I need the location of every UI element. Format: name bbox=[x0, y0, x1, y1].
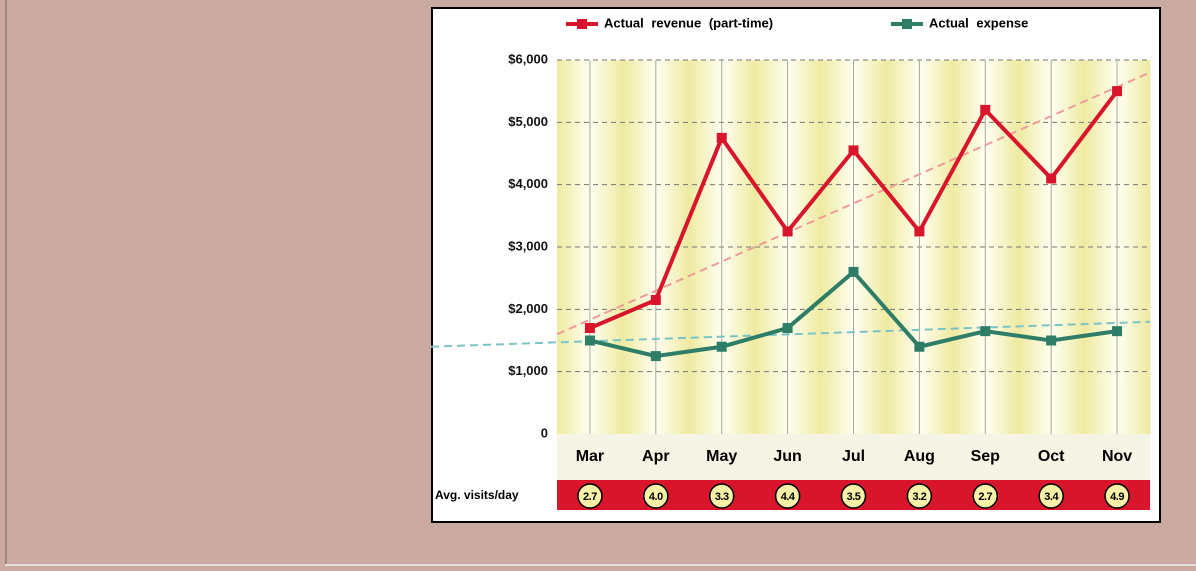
x-tick-label: Mar bbox=[576, 448, 604, 465]
x-tick-label: Apr bbox=[642, 448, 670, 465]
category-row bbox=[557, 434, 1150, 480]
visits-badge bbox=[1104, 483, 1130, 509]
data-point bbox=[980, 326, 991, 337]
x-tick-label: May bbox=[706, 448, 737, 465]
visits-badge bbox=[774, 483, 801, 509]
data-point bbox=[1046, 335, 1057, 346]
y-tick-label: $6,000 bbox=[508, 51, 548, 66]
x-tick-label: Sep bbox=[971, 448, 1001, 465]
data-point bbox=[914, 226, 925, 237]
visits-badge bbox=[643, 483, 669, 509]
data-point bbox=[914, 341, 925, 352]
legend-label: Actual expense bbox=[929, 15, 1028, 30]
legend-swatch-marker bbox=[577, 19, 587, 29]
visits-badge bbox=[1038, 483, 1064, 509]
bottom-rule bbox=[5, 564, 1196, 566]
visits-value: 4.0 bbox=[649, 491, 663, 503]
x-tick-label: Jul bbox=[842, 448, 865, 465]
visits-value: 3.2 bbox=[912, 491, 926, 503]
legend-label: Actual revenue (part-time) bbox=[604, 15, 773, 30]
data-point bbox=[584, 335, 595, 346]
left-rule bbox=[5, 0, 7, 566]
x-tick-label: Nov bbox=[1102, 448, 1132, 465]
visits-badge bbox=[972, 483, 999, 509]
y-tick-label: $4,000 bbox=[508, 176, 548, 191]
legend-swatch-marker bbox=[902, 19, 912, 29]
data-point bbox=[1112, 86, 1123, 97]
trend-line bbox=[556, 71, 1151, 336]
visits-label: Avg. visits/day bbox=[435, 488, 519, 502]
visits-badge bbox=[577, 483, 603, 509]
data-point bbox=[584, 323, 595, 334]
visits-value: 3.5 bbox=[847, 491, 861, 503]
data-point bbox=[1112, 326, 1123, 337]
visits-value: 3.3 bbox=[715, 491, 729, 503]
x-tick-label: Aug bbox=[904, 448, 935, 465]
data-point bbox=[716, 341, 727, 352]
trend-line bbox=[431, 320, 1151, 348]
visits-value: 4.4 bbox=[781, 491, 796, 503]
y-tick-label: $3,000 bbox=[508, 238, 548, 253]
y-tick-label: $2,000 bbox=[508, 301, 548, 316]
data-point bbox=[650, 294, 661, 305]
data-point bbox=[848, 266, 859, 277]
data-point bbox=[848, 145, 859, 156]
data-point bbox=[782, 323, 793, 334]
data-point bbox=[716, 132, 727, 143]
visits-value: 2.7 bbox=[583, 491, 597, 503]
data-point bbox=[782, 226, 793, 237]
chart: 0 $1,000 $2,000 $3,000 $4,000 $5,000 $6,000 Mar… bbox=[431, 7, 1161, 523]
x-tick-label: Oct bbox=[1038, 448, 1065, 465]
visits-value: 4.9 bbox=[1110, 491, 1124, 503]
data-point bbox=[1046, 173, 1057, 184]
data-point bbox=[980, 104, 991, 115]
visits-badge bbox=[840, 483, 867, 509]
x-tick-label: Jun bbox=[773, 448, 801, 465]
visits-badge bbox=[906, 483, 933, 509]
y-tick-label: $1,000 bbox=[508, 363, 548, 378]
visits-badge bbox=[708, 483, 735, 509]
y-tick-label: 0 bbox=[541, 425, 548, 440]
y-tick-label: $5,000 bbox=[508, 114, 548, 129]
data-point bbox=[650, 351, 661, 362]
visits-value: 3.4 bbox=[1044, 491, 1059, 503]
visits-value: 2.7 bbox=[978, 491, 992, 503]
